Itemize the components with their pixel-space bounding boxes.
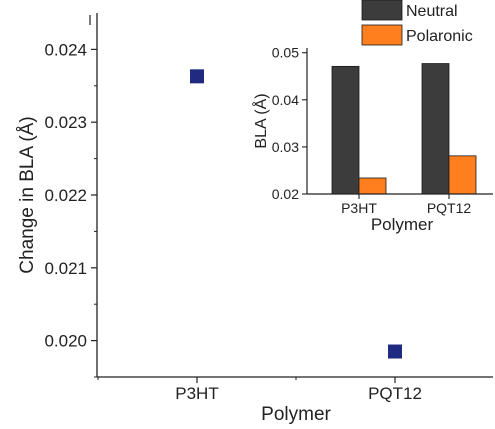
- legend-label-polaronic: Polaronic: [406, 28, 473, 45]
- inset-bar-neutral-pqt12: [421, 63, 450, 195]
- inset-y-tick-label: 0.03: [272, 139, 299, 155]
- legend-swatch-neutral: [361, 0, 403, 21]
- main-y-axis-title: Change in BLA (Å): [17, 116, 38, 273]
- main-y-tick-label: 0.023: [44, 113, 87, 132]
- inset-bar-polaronic-p3ht: [358, 177, 387, 195]
- inset-y-tick-label: 0.02: [272, 186, 299, 202]
- main-x-tick-label: PQT12: [368, 384, 422, 403]
- main-y-tick-label: 0.024: [44, 40, 87, 59]
- inset-x-axis-title: Polymer: [371, 215, 434, 234]
- main-y-tick-label: 0.022: [44, 186, 87, 205]
- data-point-pqt12: [388, 344, 402, 359]
- main-x-tick-label: P3HT: [175, 384, 218, 403]
- inset-bar-neutral-p3ht: [331, 65, 360, 195]
- main-y-tick-label: 0.020: [44, 332, 87, 351]
- legend-swatch-polaronic: [361, 24, 403, 46]
- inset-y-tick-label: 0.04: [272, 92, 299, 108]
- data-point-p3ht: [190, 69, 204, 84]
- main-x-axis-title: Polymer: [261, 404, 331, 424]
- inset-bar-polaronic-pqt12: [448, 155, 477, 195]
- legend-label-neutral: Neutral: [406, 3, 458, 20]
- inset-y-tick-label: 0.05: [272, 45, 299, 61]
- main-y-tick-label: 0.021: [44, 259, 87, 278]
- inset-x-tick-label: P3HT: [341, 200, 377, 216]
- inset-x-tick-label: PQT12: [427, 200, 472, 216]
- inset-y-axis-title: BLA (Å): [251, 93, 270, 148]
